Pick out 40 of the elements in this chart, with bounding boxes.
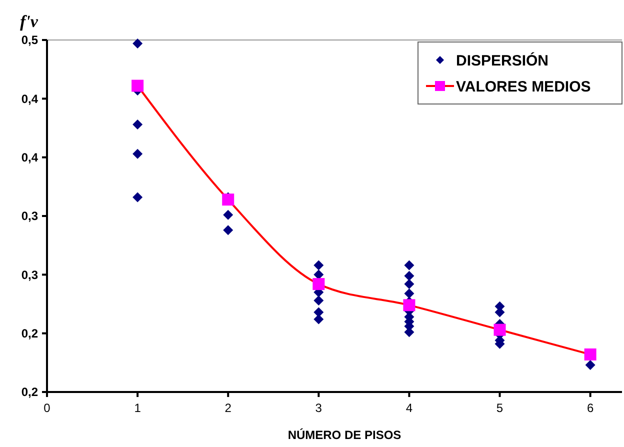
y-tick-label: 0,5: [21, 33, 38, 48]
point: [223, 225, 234, 236]
x-tick-label: 6: [586, 401, 594, 415]
point: [314, 270, 324, 280]
x-tick-label: 0: [44, 401, 51, 415]
point: [314, 314, 324, 324]
y-tick-label: 0,3: [21, 268, 38, 282]
y-tick-label: 0,2: [21, 385, 38, 400]
point: [132, 119, 143, 130]
legend-label: VALORES MEDIOS: [456, 78, 591, 96]
legend-label: DISPERSIÓN: [456, 51, 549, 70]
x-tick-label: 2: [224, 401, 232, 415]
y-tick-label: 0,4: [21, 150, 38, 165]
point: [314, 260, 324, 270]
point: [222, 194, 234, 206]
y-tick-label: 0,3: [21, 209, 38, 224]
point: [132, 148, 143, 159]
x-tick-label: 3: [315, 401, 322, 415]
y-tick-label: 0,4: [21, 92, 38, 106]
point: [132, 192, 143, 202]
x-axis-title: NÚMERO DE PISOS: [288, 428, 402, 442]
point: [132, 80, 144, 92]
point: [404, 288, 414, 298]
y-tick-label: 0,2: [21, 326, 38, 341]
point: [404, 279, 414, 290]
point: [584, 348, 596, 360]
point: [404, 260, 414, 270]
point: [132, 38, 143, 49]
point: [403, 299, 416, 312]
x-tick-label: 1: [134, 401, 142, 415]
x-tick-label: 4: [406, 401, 413, 415]
point: [314, 295, 324, 306]
x-tick-label: 5: [496, 401, 504, 415]
point: [312, 278, 325, 290]
point: [404, 270, 414, 281]
point: [494, 324, 506, 336]
point: [223, 210, 234, 220]
point: [585, 360, 596, 370]
y-axis-title: f'v: [20, 12, 38, 31]
point: [314, 307, 324, 318]
